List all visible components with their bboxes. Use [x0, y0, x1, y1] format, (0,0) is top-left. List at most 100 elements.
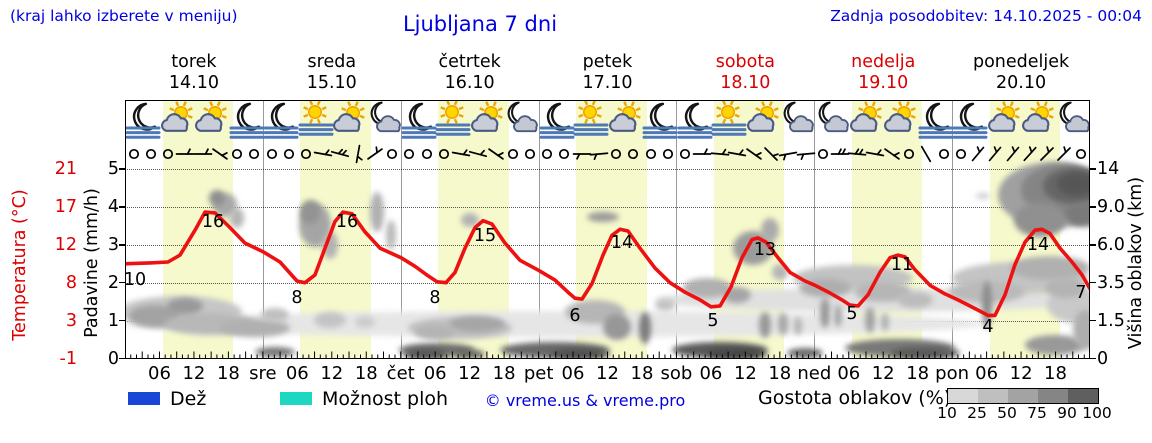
wind-barb-icon: [710, 144, 730, 164]
cloud-density-label: Gostota oblakov (%): [758, 387, 952, 409]
temperature-tick: 21: [54, 159, 77, 179]
wind-barb-icon: [865, 144, 885, 164]
temp-value-label: 16: [201, 212, 225, 232]
x-axis-hour-label: 12: [733, 363, 757, 384]
precipitation-tick: 5: [107, 159, 119, 179]
axis-tick: [119, 244, 125, 246]
axis-tick: [1090, 168, 1096, 170]
temperature-axis-title: Temperatura (°C): [10, 189, 30, 341]
x-axis-day-label: pet: [523, 363, 554, 384]
wind-barb-icon: [175, 144, 195, 164]
axis-tick: [1090, 206, 1096, 208]
day-header-date: 18.10: [720, 73, 771, 93]
precipitation-tick: 4: [107, 196, 119, 217]
axis-tick: [119, 206, 125, 208]
x-axis-hour-label: 18: [354, 363, 378, 384]
colorbar-tick-label: 25: [967, 404, 987, 422]
colorbar-segment: [1008, 389, 1038, 403]
colorbar-tick-label: 100: [1082, 404, 1112, 422]
x-axis-day-label: ned: [797, 363, 832, 384]
sun-cloud-icon: [159, 101, 197, 145]
page-title: Ljubljana 7 dni: [402, 12, 558, 36]
calm-wind-icon: [227, 144, 247, 164]
x-axis-day-label: sob: [660, 363, 693, 384]
x-axis-hour-label: 06: [699, 363, 723, 384]
day-header-date: 20.10: [996, 73, 1047, 93]
cloud-height-tick: 1.5: [1097, 310, 1125, 331]
day-header-date: 19.10: [858, 73, 909, 93]
day-header-name: petek: [582, 52, 633, 72]
x-axis-hour-label: 12: [1009, 363, 1033, 384]
x-axis-hour-label: 12: [458, 363, 482, 384]
sun-cloud-icon: [745, 101, 783, 145]
calm-wind-icon: [296, 144, 316, 164]
wind-barb-icon: [486, 144, 506, 164]
colorbar-segment: [1038, 389, 1068, 403]
calm-wind-icon: [606, 144, 626, 164]
forecast-plot: 10 16 8 16 8 15 6 14 5 13 5 11 4 14 7: [125, 100, 1090, 359]
day-header-name: sreda: [307, 52, 357, 72]
moon-fog-icon: [228, 101, 266, 145]
wind-barb-icon: [589, 144, 609, 164]
calm-wind-icon: [399, 144, 419, 164]
wind-barb-icon: [348, 144, 368, 164]
axis-tick: [1090, 281, 1096, 284]
calm-wind-icon: [951, 144, 971, 164]
x-axis-hour-label: 06: [837, 363, 861, 384]
x-axis-day-label: čet: [386, 363, 415, 384]
wind-barb-icon: [916, 144, 936, 164]
calm-wind-icon: [520, 144, 540, 164]
day-header-name: sobota: [715, 52, 775, 72]
temp-value-label: 7: [1075, 283, 1087, 303]
moon-fog-icon: [262, 101, 300, 145]
axis-tick: [119, 168, 125, 170]
x-axis-hour-label: 12: [182, 363, 206, 384]
calm-wind-icon: [417, 144, 437, 164]
x-axis-hour-label: 18: [492, 363, 516, 384]
precipitation-tick: 0: [107, 348, 119, 369]
gridline: [125, 169, 1090, 170]
sun-cloud-icon: [193, 101, 231, 145]
wind-barb-icon: [1003, 144, 1023, 164]
calm-wind-icon: [813, 144, 833, 164]
moon-cloud-icon: [366, 101, 404, 145]
sun-cloud-icon: [848, 101, 886, 145]
day-header-date: 15.10: [306, 73, 357, 93]
temperature-tick: -1: [59, 348, 77, 369]
moon-fog-icon: [951, 101, 989, 145]
rain-legend-swatch: [128, 392, 160, 405]
cloud-height-tick: 14: [1097, 159, 1120, 179]
calm-wind-icon: [279, 144, 299, 164]
wind-barb-icon: [451, 144, 471, 164]
calm-wind-icon: [382, 144, 402, 164]
copyright-link[interactable]: © vreme.us & vreme.pro: [484, 391, 686, 410]
showers-legend-swatch: [280, 392, 312, 405]
wind-barb-icon: [1054, 144, 1074, 164]
day-separator-line: [538, 100, 540, 359]
moon-cloud-icon: [503, 101, 541, 145]
sun-fog-icon: [297, 100, 335, 145]
cloud-height-tick: 0: [1097, 348, 1109, 369]
x-axis-hour-label: 18: [630, 363, 654, 384]
wind-barb-icon: [1037, 144, 1057, 164]
x-axis-hour-label: 06: [561, 363, 585, 384]
sun-cloud-icon: [986, 101, 1024, 145]
temp-value-label: 5: [707, 311, 719, 331]
calm-wind-icon: [899, 144, 919, 164]
calm-wind-icon: [125, 144, 144, 164]
sun-cloud-icon: [607, 101, 645, 145]
x-axis-hour-label: 18: [1044, 363, 1067, 384]
calm-wind-icon: [503, 144, 523, 164]
moon-fog-icon: [917, 101, 955, 145]
menu-hint: (kraj lahko izberete v meniju): [10, 7, 238, 25]
day-header-date: 16.10: [444, 73, 495, 93]
temp-value-label: 8: [429, 288, 441, 308]
calm-wind-icon: [1071, 144, 1090, 164]
colorbar-tick-label: 90: [1057, 404, 1077, 422]
wind-barb-icon: [744, 144, 764, 164]
day-header-date: 17.10: [582, 73, 633, 93]
temp-value-label: 5: [846, 304, 858, 324]
x-axis-day-label: pon: [935, 363, 970, 384]
wind-barb-icon: [330, 144, 350, 164]
